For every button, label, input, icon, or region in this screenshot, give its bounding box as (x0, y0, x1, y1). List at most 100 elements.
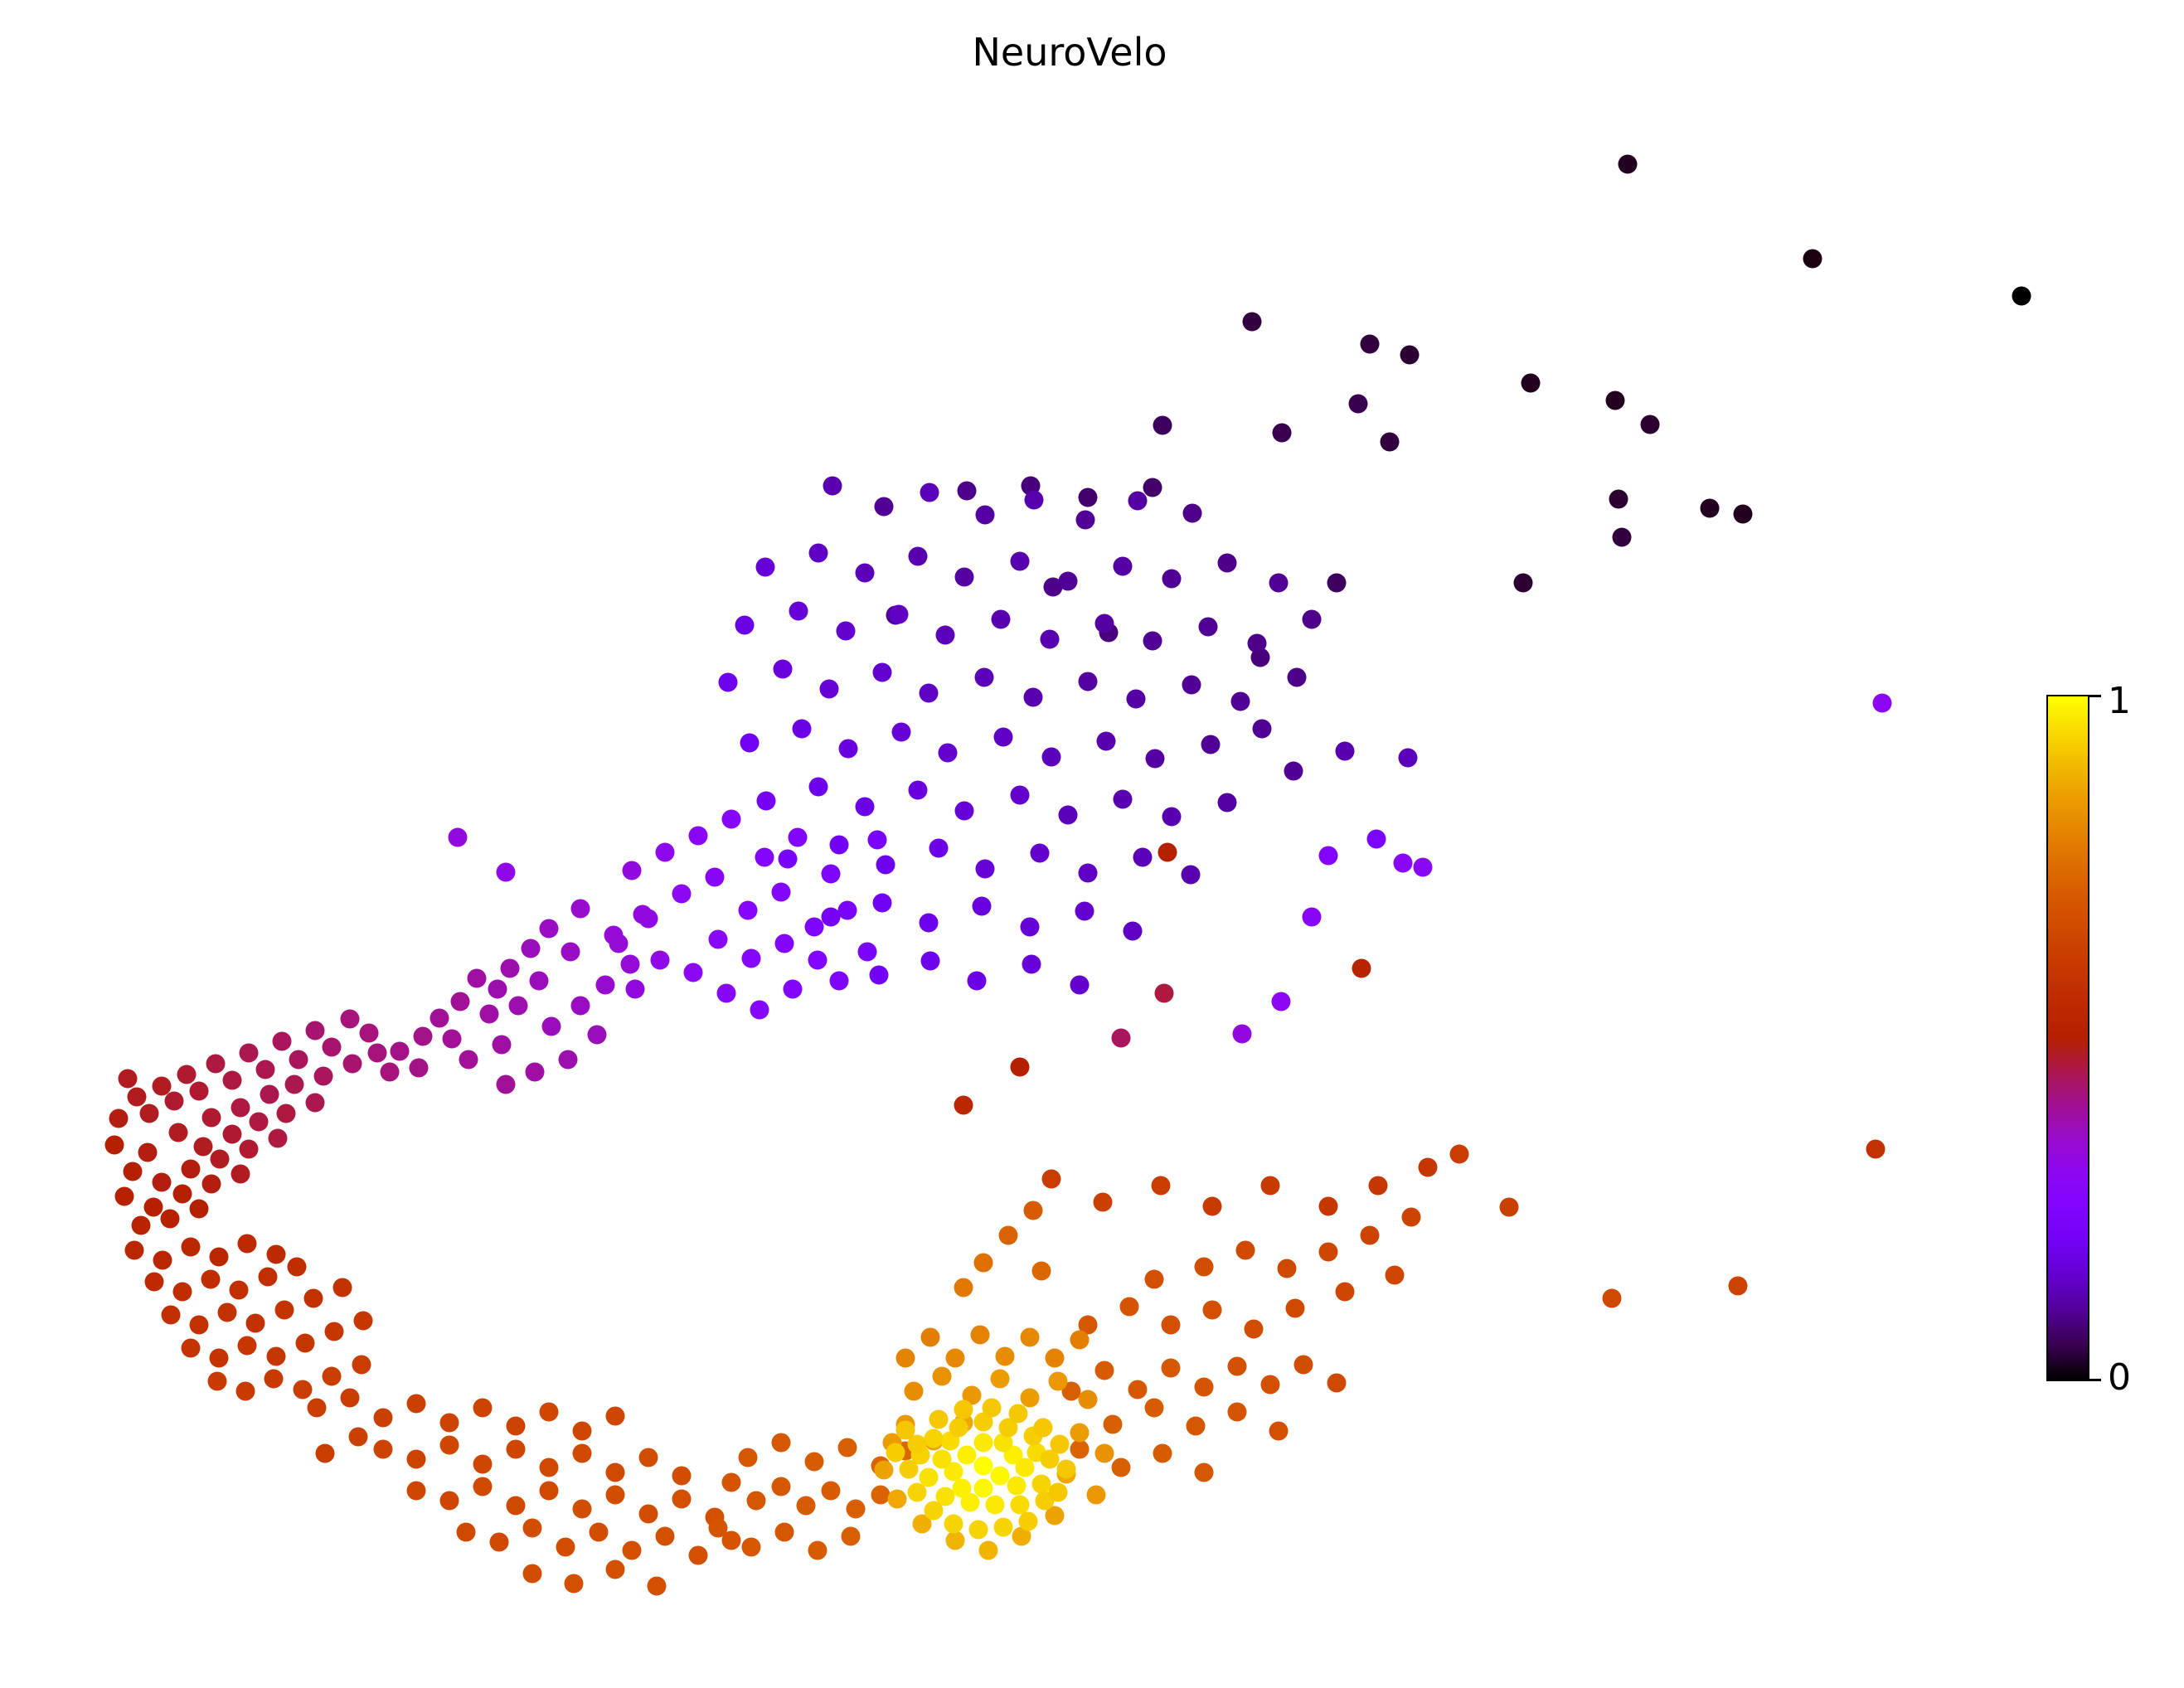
data-point (1272, 423, 1292, 443)
data-point (1045, 1506, 1065, 1526)
data-point (353, 1311, 373, 1331)
data-point (239, 1043, 259, 1063)
data-point (1260, 1176, 1280, 1196)
data-point (1277, 1259, 1297, 1278)
data-point (1161, 1358, 1181, 1378)
data-point (1398, 748, 1418, 768)
data-point (305, 1021, 325, 1040)
data-point (1182, 675, 1201, 695)
data-point (313, 1066, 333, 1086)
data-point (957, 1445, 977, 1465)
data-point (960, 1492, 980, 1512)
data-point (622, 1540, 642, 1560)
data-point (738, 900, 758, 920)
data-point (1096, 731, 1116, 751)
data-point (367, 1043, 387, 1063)
data-point (907, 1434, 927, 1454)
data-point (359, 1023, 379, 1043)
data-point (1043, 577, 1063, 597)
data-point (570, 899, 590, 919)
colorbar: 1 0 (2046, 683, 2131, 1396)
data-point (823, 476, 842, 496)
data-point (808, 950, 827, 970)
data-point (1143, 478, 1162, 497)
data-point (284, 1074, 304, 1094)
data-point (1113, 556, 1133, 576)
data-point (1161, 1315, 1181, 1335)
data-point (1194, 1462, 1214, 1482)
data-point (373, 1439, 393, 1459)
data-point (492, 1035, 512, 1055)
data-point (1202, 1300, 1222, 1320)
data-point (1031, 1474, 1051, 1494)
data-point (1111, 1028, 1131, 1048)
data-point (558, 1050, 578, 1070)
data-point (949, 1418, 968, 1438)
data-point (172, 1282, 192, 1302)
data-point (172, 1184, 192, 1204)
data-point (2012, 286, 2031, 306)
data-point (342, 1054, 362, 1074)
data-point (792, 719, 812, 739)
data-point (954, 567, 974, 587)
data-point (272, 1031, 292, 1051)
data-point (944, 1462, 963, 1482)
data-point (144, 1272, 164, 1292)
data-point (819, 679, 839, 699)
data-point (340, 1388, 360, 1408)
data-point (570, 996, 590, 1016)
data-point (506, 1496, 526, 1516)
data-point (564, 1574, 584, 1593)
data-point (322, 1037, 342, 1057)
data-point (857, 942, 877, 962)
data-point (168, 1123, 188, 1142)
data-point (1418, 1157, 1438, 1177)
chart-title: NeuroVelo (972, 30, 1167, 75)
data-point (539, 919, 559, 939)
data-point (1612, 527, 1632, 547)
data-point (1020, 1388, 1040, 1408)
data-point (993, 1433, 1013, 1453)
data-point (206, 1054, 226, 1074)
data-point (1048, 1371, 1068, 1391)
data-point (1070, 975, 1090, 995)
data-point (985, 1495, 1005, 1515)
data-point (874, 497, 894, 517)
data-point (1232, 1024, 1252, 1044)
data-point (1252, 719, 1272, 739)
data-point (907, 1482, 927, 1502)
data-point (473, 1477, 493, 1496)
data-point (193, 1137, 213, 1157)
data-point (1012, 1526, 1031, 1546)
data-point (895, 1348, 915, 1368)
data-point (181, 1159, 201, 1179)
data-point (529, 971, 549, 991)
data-point (1728, 1276, 1748, 1296)
colorbar-max-label: 1 (2108, 680, 2131, 722)
data-point (1285, 1298, 1305, 1318)
data-point (1318, 846, 1338, 866)
data-point (315, 1443, 335, 1463)
data-point (307, 1398, 327, 1418)
data-point (973, 1253, 993, 1273)
data-point (181, 1338, 201, 1358)
data-point (741, 1537, 761, 1557)
data-point (912, 1514, 932, 1534)
data-point (1733, 504, 1753, 524)
data-point (746, 1491, 766, 1511)
data-point (962, 1385, 982, 1405)
data-point (975, 859, 995, 879)
data-point (430, 1008, 449, 1028)
data-point (650, 950, 670, 970)
data-point (266, 1346, 286, 1366)
data-point (974, 667, 994, 687)
data-point (1198, 617, 1218, 637)
data-point (1075, 510, 1095, 530)
data-point (1302, 907, 1322, 927)
data-point (1360, 334, 1380, 354)
data-point (846, 1499, 866, 1519)
data-point (716, 983, 736, 1003)
data-point (207, 1371, 227, 1391)
data-point (836, 621, 856, 641)
data-point (932, 1366, 952, 1386)
